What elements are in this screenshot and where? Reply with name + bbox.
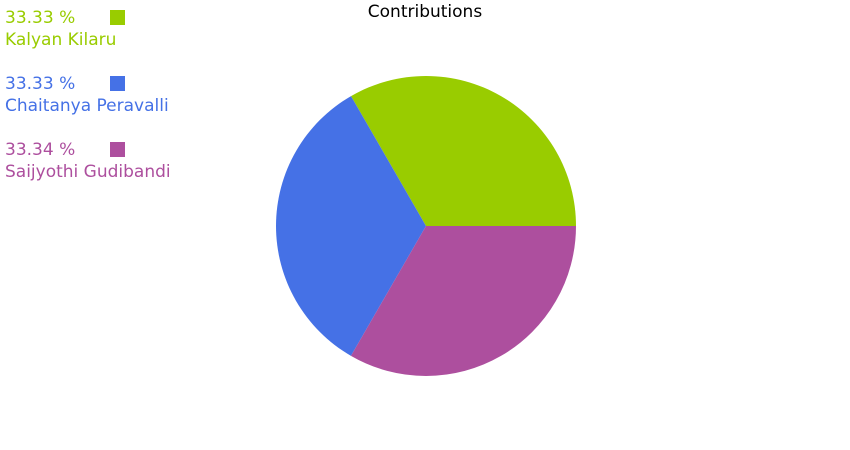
pie-slice-chaitanya-peravalli	[276, 96, 426, 356]
pie-slice-kalyan-kilaru	[351, 76, 576, 226]
legend-label: Chaitanya Peravalli	[5, 96, 169, 116]
legend-percent: 33.33 %	[5, 8, 76, 28]
legend-label: Saijyothi Gudibandi	[5, 162, 171, 182]
legend-swatch	[110, 76, 125, 91]
pie-slice-saijyothi-gudibandi	[350, 226, 576, 376]
legend: 33.33 % Kalyan Kilaru 33.33 % Chaitanya …	[5, 7, 265, 205]
legend-label: Kalyan Kilaru	[5, 30, 117, 50]
chart-title: Contributions	[367, 2, 483, 22]
legend-swatch	[110, 142, 125, 157]
legend-item-saijyothi: 33.34 % Saijyothi Gudibandi	[5, 139, 265, 205]
legend-percent: 33.34 %	[5, 140, 76, 160]
legend-item-chaitanya: 33.33 % Chaitanya Peravalli	[5, 73, 265, 139]
legend-swatch	[110, 10, 125, 25]
legend-percent: 33.33 %	[5, 74, 76, 94]
legend-item-kalyan: 33.33 % Kalyan Kilaru	[5, 7, 265, 73]
